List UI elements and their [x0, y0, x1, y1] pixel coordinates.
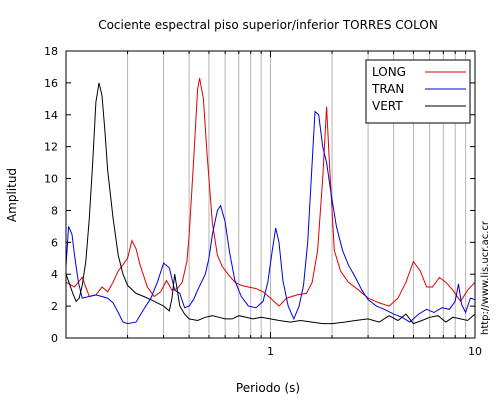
y-tick-label: 12: [44, 141, 58, 154]
y-tick-label: 8: [51, 204, 58, 217]
series-line-vert: [65, 82, 476, 325]
series-line-long: [65, 78, 476, 307]
chart-title: Cociente espectral piso superior/inferio…: [98, 18, 438, 32]
y-tick-label: 6: [51, 236, 58, 249]
y-tick-label: 10: [44, 173, 58, 186]
y-tick-label: 2: [51, 300, 58, 313]
x-axis: 1 10: [65, 51, 482, 358]
legend-box: [365, 59, 471, 124]
x-axis-label: Periodo (s): [236, 381, 300, 395]
y-axis-label: Amplitud: [5, 168, 19, 222]
x-tick-label: 10: [468, 345, 482, 358]
legend-label-long: LONG: [372, 65, 406, 79]
y-tick-label: 4: [51, 268, 58, 281]
y-tick-label: 14: [44, 109, 58, 122]
y-tick-label: 0: [51, 332, 58, 345]
source-url: http://www.lis.ucr.ac.cr: [480, 220, 491, 335]
y-axis: 0 2 4 6 8 10 12 14 16 18: [44, 45, 475, 345]
y-tick-label: 18: [44, 45, 58, 58]
x-tick-label: 1: [267, 345, 274, 358]
legend-label-vert: VERT: [372, 99, 403, 113]
y-tick-label: 16: [44, 77, 58, 90]
legend: LONG TRAN VERT: [365, 59, 471, 124]
series-layer: [65, 78, 476, 325]
legend-label-tran: TRAN: [371, 82, 404, 96]
series-line-tran: [65, 110, 476, 325]
